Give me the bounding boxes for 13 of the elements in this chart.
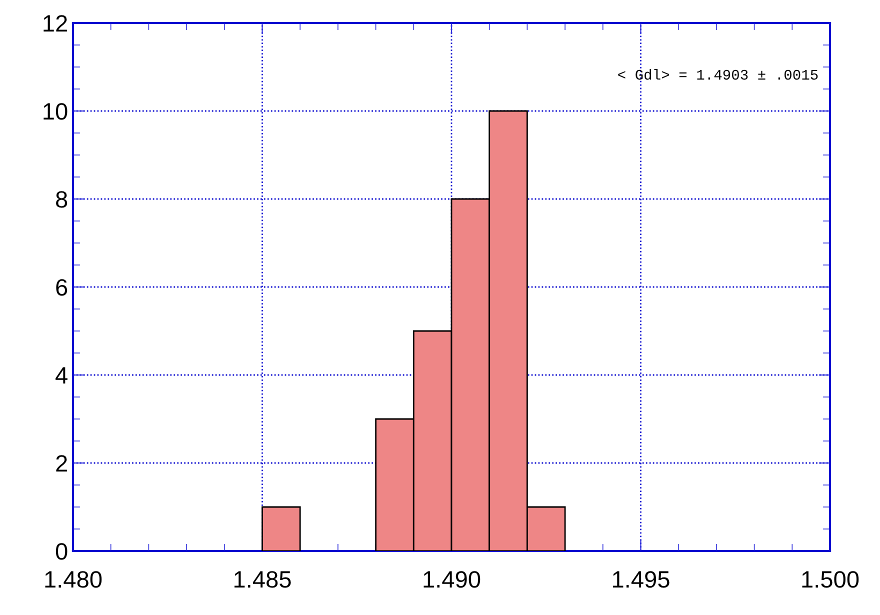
x-tick-label: 1.480 xyxy=(45,571,102,588)
x-tick-label: 1.495 xyxy=(613,571,670,588)
y-tick-label: 4 xyxy=(56,367,68,384)
annotation: < Gdl> = 1.4903 ± .0015 xyxy=(618,69,818,80)
x-tick-label: 1.490 xyxy=(424,571,480,588)
x-tick-label: 1.485 xyxy=(234,571,291,588)
y-tick-label: 12 xyxy=(44,15,67,32)
y-tick-label: 10 xyxy=(44,103,68,120)
y-tick-label: 8 xyxy=(56,191,68,208)
y-tick-label: 6 xyxy=(56,279,68,296)
y-tick-label: 2 xyxy=(56,455,67,472)
y-tick-label: 0 xyxy=(56,543,68,560)
x-tick-label: 1.500 xyxy=(802,571,859,588)
